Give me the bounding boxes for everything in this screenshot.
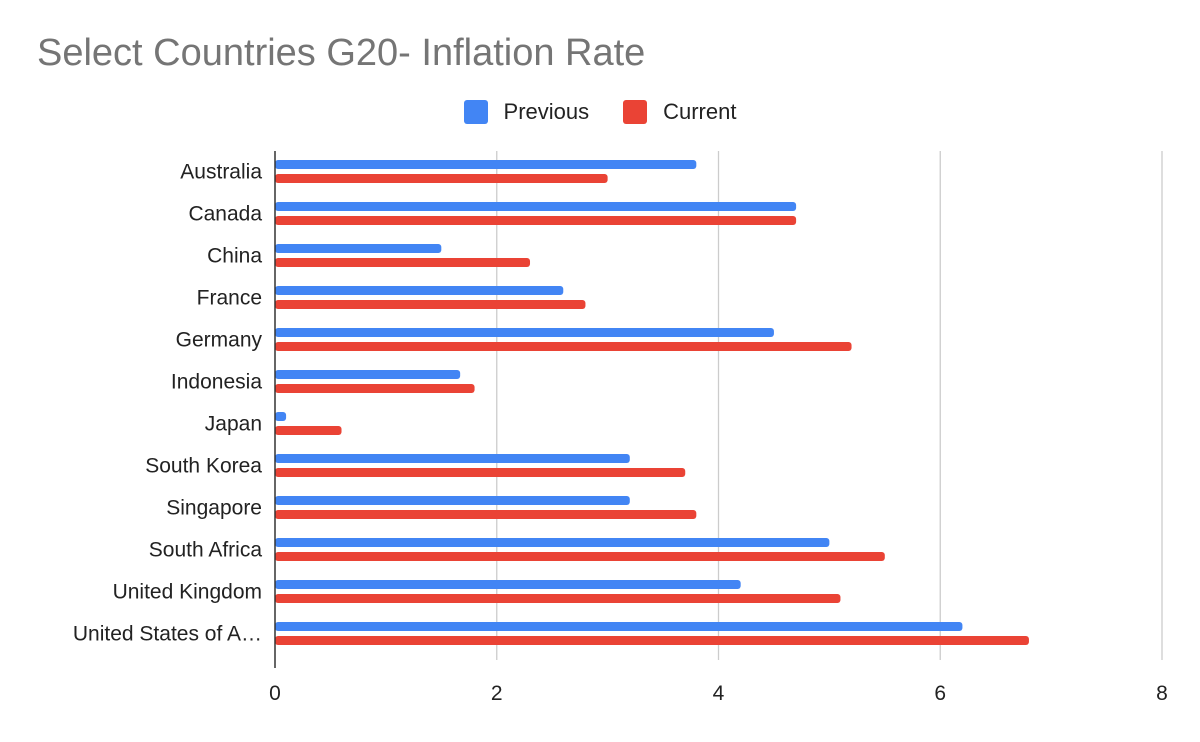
legend-label-current: Current [663, 99, 737, 124]
legend: Previous Current [0, 99, 1200, 125]
y-tick-label-0: Australia [180, 161, 262, 184]
bar-current-11 [275, 636, 1029, 645]
bar-current-1 [275, 216, 797, 225]
x-tick-label-6: 6 [934, 682, 946, 705]
legend-item-current[interactable]: Current [623, 99, 736, 125]
y-tick-label-3: France [197, 287, 262, 310]
y-tick-label-1: Canada [188, 203, 262, 226]
bar-current-4 [275, 342, 852, 351]
bar-previous-7 [275, 454, 630, 463]
y-tick-label-10: United Kingdom [113, 581, 262, 604]
bar-current-6 [275, 426, 342, 435]
y-tick-label-6: Japan [205, 413, 262, 436]
bar-current-3 [275, 300, 586, 309]
y-tick-label-2: China [207, 245, 262, 268]
bar-previous-5 [275, 370, 461, 379]
bar-previous-10 [275, 580, 741, 589]
y-tick-label-9: South Africa [149, 539, 263, 562]
bar-current-9 [275, 552, 885, 561]
bar-previous-11 [275, 622, 963, 631]
x-tick-label-0: 0 [269, 682, 281, 705]
bar-previous-2 [275, 244, 442, 253]
bar-previous-8 [275, 496, 630, 505]
legend-item-previous[interactable]: Previous [463, 99, 590, 125]
bar-current-10 [275, 594, 841, 603]
chart-title: Select Countries G20- Inflation Rate [37, 32, 646, 74]
bar-current-0 [275, 174, 608, 183]
y-tick-label-5: Indonesia [171, 371, 262, 394]
x-tick-label-8: 8 [1156, 682, 1168, 705]
bar-current-2 [275, 258, 531, 267]
y-tick-label-11: United States of A… [73, 623, 262, 646]
bar-previous-0 [275, 160, 697, 169]
y-tick-label-7: South Korea [145, 455, 262, 478]
bar-current-5 [275, 384, 475, 393]
bar-current-8 [275, 510, 697, 519]
bar-previous-4 [275, 328, 774, 337]
bar-previous-3 [275, 286, 564, 295]
bar-current-7 [275, 468, 686, 477]
bar-previous-1 [275, 202, 797, 211]
y-tick-label-4: Germany [176, 329, 263, 352]
y-tick-label-8: Singapore [166, 497, 262, 520]
legend-label-previous: Previous [503, 99, 590, 124]
x-tick-label-4: 4 [713, 682, 725, 705]
bar-previous-9 [275, 538, 830, 547]
legend-swatch-previous [463, 100, 488, 124]
legend-swatch-current [623, 100, 648, 124]
bar-previous-6 [275, 412, 287, 421]
x-tick-label-2: 2 [491, 682, 503, 705]
